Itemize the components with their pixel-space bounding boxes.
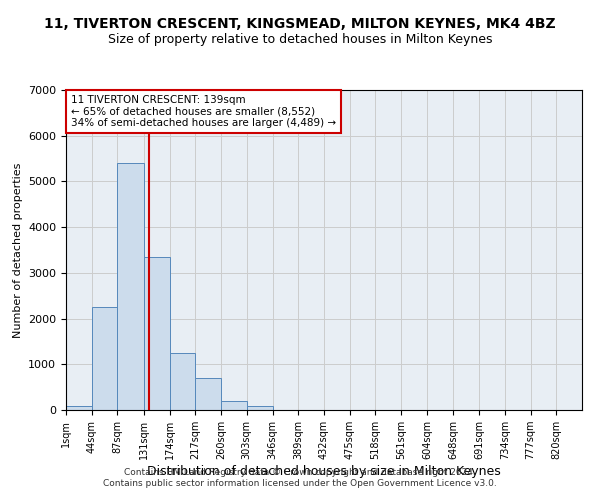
Text: Contains HM Land Registry data © Crown copyright and database right 2024.
Contai: Contains HM Land Registry data © Crown c… — [103, 468, 497, 487]
Bar — [118, 163, 144, 410]
Text: 11 TIVERTON CRESCENT: 139sqm
← 65% of detached houses are smaller (8,552)
34% of: 11 TIVERTON CRESCENT: 139sqm ← 65% of de… — [71, 95, 336, 128]
Y-axis label: Number of detached properties: Number of detached properties — [13, 162, 23, 338]
Bar — [66, 406, 92, 410]
Bar — [144, 257, 170, 410]
Bar — [170, 353, 195, 410]
Bar — [221, 401, 247, 410]
Text: 11, TIVERTON CRESCENT, KINGSMEAD, MILTON KEYNES, MK4 4BZ: 11, TIVERTON CRESCENT, KINGSMEAD, MILTON… — [44, 18, 556, 32]
Text: Size of property relative to detached houses in Milton Keynes: Size of property relative to detached ho… — [108, 32, 492, 46]
Bar — [195, 378, 221, 410]
Bar — [247, 406, 272, 410]
X-axis label: Distribution of detached houses by size in Milton Keynes: Distribution of detached houses by size … — [147, 465, 501, 478]
Bar — [92, 307, 118, 410]
